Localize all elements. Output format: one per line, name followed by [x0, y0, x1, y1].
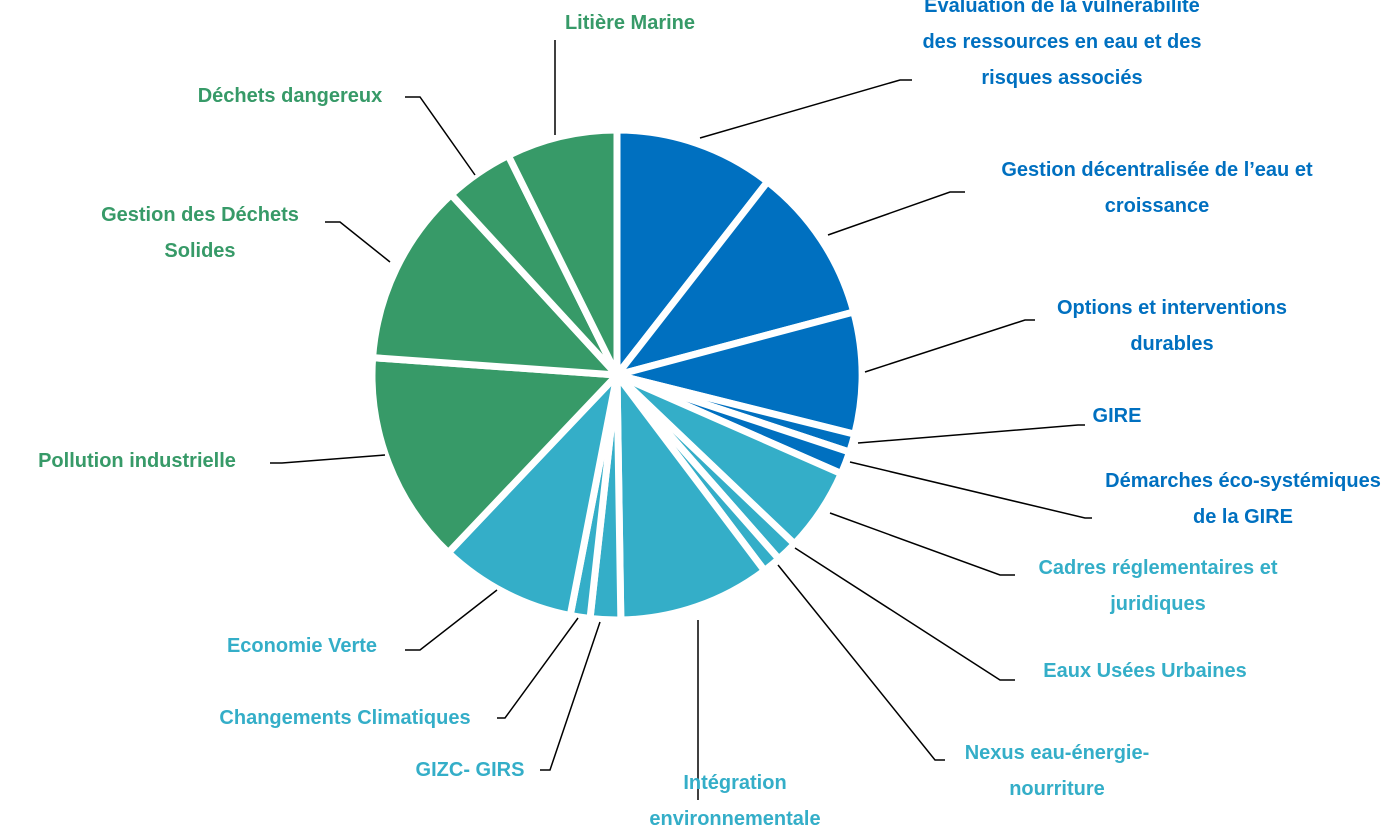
leader-line: [827, 191, 965, 236]
leader-line: [857, 424, 1085, 444]
leader-line: [270, 454, 386, 464]
pie-slice: [368, 354, 621, 557]
leader-line: [405, 96, 476, 176]
slice-label: Nexus eau-énergie-nourriture: [964, 742, 1150, 800]
slice-label: Gestion des Déchets Solides: [101, 204, 299, 262]
leader-line: [325, 221, 391, 263]
leader-line: [777, 564, 945, 761]
leader-line: [405, 589, 498, 651]
leader-line: [829, 512, 1015, 576]
slice-label: GIZC- GIRS: [415, 759, 525, 781]
slice-label: Pollution industrielle: [38, 450, 236, 472]
slice-label: Gestion décentralisée de l’eau et croiss…: [1001, 159, 1313, 217]
slice-label: Déchets dangereux: [197, 85, 383, 107]
slice-label: Intégration environnementale: [649, 772, 821, 828]
leader-line: [864, 319, 1035, 373]
pie-slice: [613, 126, 772, 379]
slice-label: Litière Marine: [564, 12, 696, 34]
slice-label: Eaux Usées Urbaines: [1043, 660, 1247, 682]
leader-line: [497, 617, 579, 719]
leader-line: [540, 621, 601, 771]
slice-label: GIRE: [1092, 405, 1142, 427]
slice-label: Evaluation de la vulnérabilité des resso…: [922, 0, 1202, 89]
slice-label: Economie Verte: [226, 635, 378, 657]
pie-slice: [613, 371, 768, 624]
pie-slice: [369, 191, 621, 379]
pie-slice: [613, 308, 866, 438]
slice-label: Changements Climatiques: [219, 707, 471, 729]
slice-label: Cadres réglementaires et juridiques: [1038, 557, 1278, 615]
leader-line: [794, 547, 1015, 681]
pie-slice: [444, 371, 621, 619]
leader-line: [849, 461, 1092, 519]
slice-label: Démarches éco-systémiques de la GIRE: [1105, 470, 1381, 528]
slice-label: Options et interventions durables: [1056, 297, 1288, 355]
pie-slice: [504, 126, 621, 379]
leader-line: [699, 79, 912, 139]
